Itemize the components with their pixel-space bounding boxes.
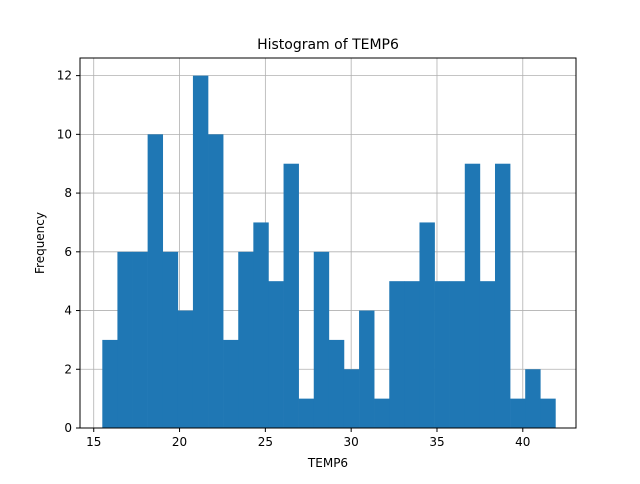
histogram-bar [132, 251, 148, 428]
histogram-bar [525, 369, 541, 428]
histogram-bar [419, 222, 435, 428]
y-tick-label: 12 [57, 69, 72, 83]
histogram-bar [404, 281, 420, 428]
x-tick-label: 20 [172, 435, 187, 449]
histogram-bar [177, 310, 194, 428]
histogram-bar [117, 251, 133, 428]
x-tick-label: 15 [86, 435, 101, 449]
y-axis-label: Frequency [33, 212, 47, 274]
x-tick-label: 30 [344, 435, 359, 449]
x-tick-label: 40 [515, 435, 530, 449]
y-tick-label: 10 [57, 127, 72, 141]
histogram-bar [253, 222, 269, 428]
histogram-bar [540, 398, 556, 428]
histogram-bar [102, 339, 118, 428]
x-axis: 15 20 25 30 35 40 [86, 428, 530, 449]
histogram-bar [162, 251, 179, 428]
histogram-bar [223, 339, 239, 428]
histogram-bar [389, 281, 405, 428]
x-axis-label: TEMP6 [307, 456, 348, 470]
y-tick-label: 2 [64, 362, 72, 376]
histogram-bar [298, 398, 315, 428]
y-tick-label: 6 [64, 245, 72, 259]
histogram-bar [359, 310, 375, 428]
y-axis: 0 2 4 6 8 10 12 [57, 69, 80, 435]
histogram-bar [343, 369, 360, 428]
y-tick-label: 8 [64, 186, 72, 200]
histogram-bar [434, 281, 450, 428]
x-tick-label: 35 [429, 435, 444, 449]
histogram-bar [328, 339, 345, 428]
histogram-bar [147, 134, 164, 428]
histogram-bar [208, 134, 224, 428]
y-tick-label: 0 [64, 421, 72, 435]
histogram-bar [494, 163, 511, 428]
histogram-bar [449, 281, 466, 428]
plot-frame [79, 57, 577, 429]
chart-title: Histogram of TEMP6 [257, 37, 399, 53]
histogram-bars [102, 75, 556, 428]
histogram-bar [268, 281, 284, 428]
histogram-bar [313, 251, 330, 428]
histogram-bar [479, 281, 496, 428]
histogram-bar [283, 163, 299, 428]
histogram-bar [464, 163, 481, 428]
y-tick-label: 4 [64, 304, 72, 318]
histogram-bar [192, 75, 209, 428]
histogram-bar [238, 251, 254, 428]
histogram-bar [374, 398, 390, 428]
histogram-bar [510, 398, 526, 428]
x-tick-label: 25 [258, 435, 273, 449]
